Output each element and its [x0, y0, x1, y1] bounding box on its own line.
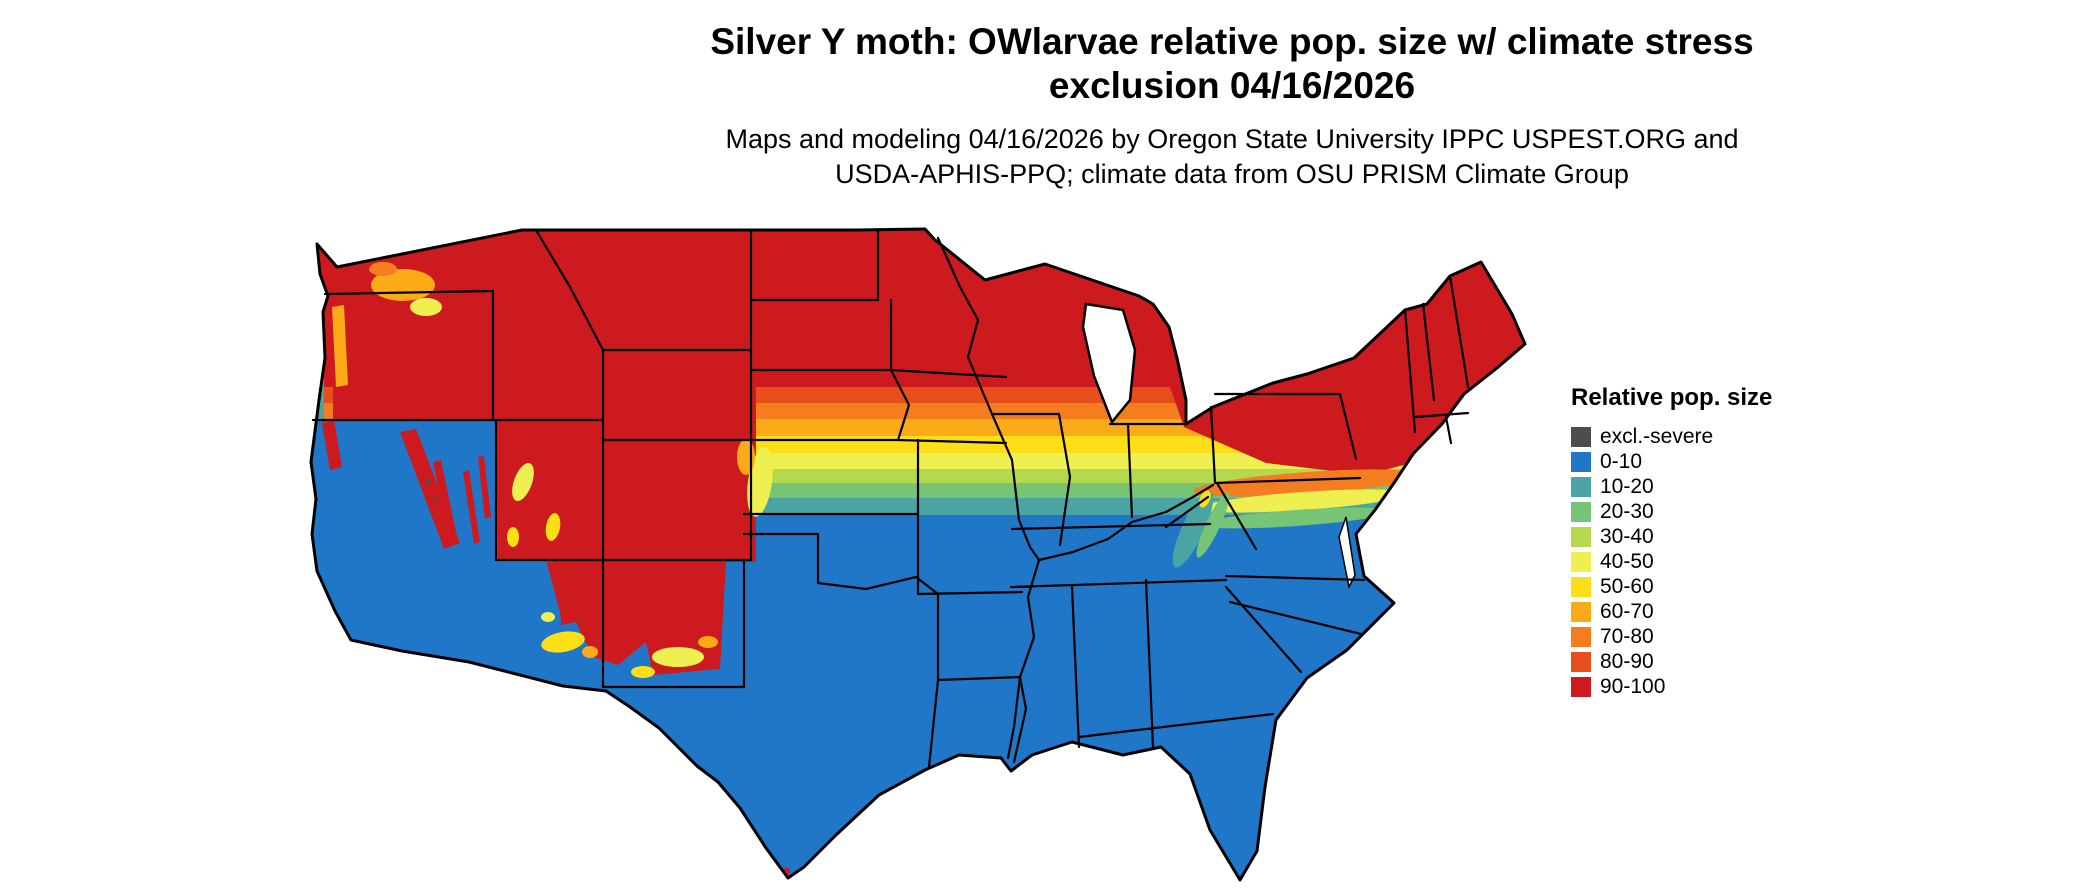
- lake-michigan: [1081, 302, 1137, 425]
- rocky-mountains-red-zone: [333, 385, 756, 675]
- new-mexico-patch: [698, 636, 718, 648]
- legend-row: 30-40: [1571, 524, 1772, 549]
- band-90-100: [311, 229, 1525, 387]
- columbia-basin-patch: [369, 262, 397, 276]
- legend-row: 10-20: [1571, 474, 1772, 499]
- nevada-range-stripe: [478, 456, 491, 519]
- arizona-patch: [582, 646, 598, 658]
- new-mexico-patch: [631, 666, 655, 678]
- legend-swatch: [1571, 601, 1591, 622]
- nevada-range-stripe: [463, 470, 480, 544]
- willamette-valley-patch: [332, 305, 348, 387]
- legend-label: excl.-severe: [1600, 425, 1714, 448]
- arizona-patch: [541, 631, 585, 653]
- map-subtitle-line1: Maps and modeling 04/16/2026 by Oregon S…: [725, 124, 1739, 154]
- utah-patch: [545, 513, 561, 541]
- legend-label: 10-20: [1600, 475, 1654, 498]
- us-outline: [309, 227, 1527, 882]
- legend-row: excl.-severe: [1571, 424, 1772, 449]
- legend-label: 60-70: [1600, 600, 1654, 623]
- legend-label: 0-10: [1600, 450, 1643, 473]
- map-title-line2: exclusion 04/16/2026: [1048, 65, 1416, 106]
- mid-atlantic-transition: [1201, 507, 1391, 529]
- excl-severe-speck: [425, 479, 431, 485]
- legend: Relative pop. size excl.-severe 0-10 10-20…: [1571, 384, 1772, 699]
- legend-swatch: [1571, 501, 1591, 522]
- map-subtitle-line2: USDA-APHIS-PPQ; climate data from OSU PR…: [835, 159, 1629, 189]
- subtitle-block: Maps and modeling 04/16/2026 by Oregon S…: [710, 122, 1753, 192]
- legend-row: 60-70: [1571, 599, 1772, 624]
- utah-patch: [507, 527, 519, 547]
- mid-atlantic-transition: [1193, 469, 1423, 497]
- excl-severe-speck: [434, 497, 438, 501]
- florida-keys-speck: [1246, 881, 1251, 886]
- legend-row: 50-60: [1571, 574, 1772, 599]
- appalachian-streak: [1172, 490, 1214, 568]
- arizona-patch: [541, 612, 555, 622]
- new-mexico-patch: [652, 647, 704, 667]
- legend-entries: excl.-severe 0-10 10-20 20-30 30-40 40-50 50-6…: [1571, 424, 1772, 699]
- columbia-basin-patch: [410, 298, 442, 316]
- nevada-range-stripe: [433, 460, 456, 534]
- legend-swatch: [1571, 426, 1591, 447]
- title-block: Silver Y moth: OWlarvae relative pop. si…: [710, 20, 1753, 192]
- legend-swatch: [1571, 451, 1591, 472]
- colorado-orange-patch: [737, 439, 755, 475]
- legend-label: 20-30: [1600, 500, 1654, 523]
- legend-row: 0-10: [1571, 449, 1772, 474]
- legend-row: 90-100: [1571, 674, 1772, 699]
- utah-patch: [512, 462, 534, 502]
- legend-row: 70-80: [1571, 624, 1772, 649]
- legend-swatch: [1571, 626, 1591, 647]
- map-title-line1: Silver Y moth: OWlarvae relative pop. si…: [710, 21, 1754, 62]
- legend-label: 30-40: [1600, 525, 1654, 548]
- legend-row: 20-30: [1571, 499, 1772, 524]
- us-map-svg: [309, 227, 1527, 886]
- ca-coast-range-stripe: [322, 420, 342, 470]
- west-coast-blue-zone: [311, 420, 566, 686]
- legend-swatch: [1571, 676, 1591, 697]
- legend-row: 80-90: [1571, 649, 1772, 674]
- legend-row: 40-50: [1571, 549, 1772, 574]
- legend-swatch: [1571, 476, 1591, 497]
- legend-swatch: [1571, 576, 1591, 597]
- legend-label: 70-80: [1600, 625, 1654, 648]
- legend-swatch: [1571, 651, 1591, 672]
- appalachian-streak: [1196, 492, 1230, 558]
- legend-title: Relative pop. size: [1571, 384, 1773, 411]
- mid-atlantic-transition: [1198, 489, 1408, 513]
- legend-label: 40-50: [1600, 550, 1654, 573]
- state-borders: [311, 228, 1470, 769]
- us-map: [308, 227, 1528, 887]
- legend-label: 50-60: [1600, 575, 1654, 598]
- legend-label: 90-100: [1600, 675, 1666, 698]
- legend-swatch: [1571, 526, 1591, 547]
- chesapeake-bay: [1338, 516, 1356, 590]
- legend-label: 80-90: [1600, 650, 1654, 673]
- legend-swatch: [1571, 551, 1591, 572]
